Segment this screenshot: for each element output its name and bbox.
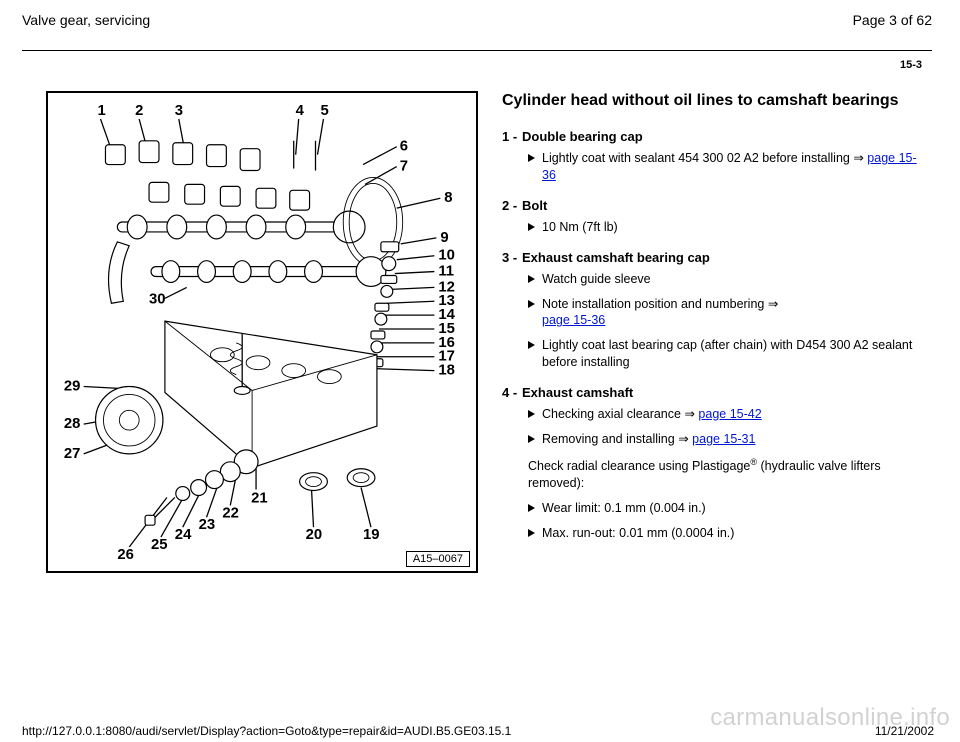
page-link[interactable]: page 15-42	[698, 407, 761, 421]
svg-text:18: 18	[438, 363, 455, 379]
svg-text:26: 26	[117, 547, 134, 563]
item-title: Bolt	[522, 198, 547, 213]
svg-text:5: 5	[320, 103, 328, 119]
bullet: Lightly coat last bearing cap (after cha…	[528, 337, 928, 371]
item-bullets: Checking axial clearance ⇒ page 15-42 Rem…	[502, 406, 928, 541]
divider	[22, 50, 932, 51]
item-bullets: Lightly coat with sealant 454 300 02 A2 …	[502, 150, 928, 184]
item-heading: 2 -Bolt	[502, 198, 928, 213]
svg-text:29: 29	[64, 378, 81, 394]
item-number: 2 -	[502, 198, 522, 213]
svg-text:2: 2	[135, 103, 143, 119]
page-header: Valve gear, servicing Page 3 of 62	[22, 12, 932, 50]
footer-url: http://127.0.0.1:8080/audi/servlet/Displ…	[22, 724, 511, 738]
svg-text:21: 21	[251, 490, 268, 506]
bullet: Wear limit: 0.1 mm (0.004 in.)	[528, 500, 928, 517]
bullet: Removing and installing ⇒ page 15-31	[528, 431, 928, 448]
item-bullets: 10 Nm (7ft lb)	[502, 219, 928, 236]
body: 1 2 3 4 5 6 7 8 9 10 11 12 13 14 15 16 1…	[22, 91, 932, 573]
section-number: 15-3	[22, 59, 932, 91]
svg-text:22: 22	[222, 505, 239, 521]
section-heading: Cylinder head without oil lines to camsh…	[502, 91, 928, 111]
item-number: 3 -	[502, 250, 522, 265]
bullet: Max. run-out: 0.01 mm (0.0004 in.)	[528, 525, 928, 542]
svg-text:11: 11	[438, 264, 454, 280]
item-number: 1 -	[502, 129, 522, 144]
svg-text:27: 27	[64, 446, 81, 462]
item-heading: 4 -Exhaust camshaft	[502, 385, 928, 400]
bullet: Check radial clearance using Plastigage®…	[528, 456, 928, 492]
svg-text:28: 28	[64, 416, 81, 432]
item-bullets: Watch guide sleeve Note installation posi…	[502, 271, 928, 371]
item: 2 -Bolt 10 Nm (7ft lb)	[502, 198, 928, 236]
content-column: Cylinder head without oil lines to camsh…	[502, 91, 932, 573]
svg-text:8: 8	[444, 190, 452, 206]
bullet: Watch guide sleeve	[528, 271, 928, 288]
figure-label: A15–0067	[406, 551, 470, 567]
svg-text:23: 23	[199, 517, 216, 533]
exploded-diagram: 1 2 3 4 5 6 7 8 9 10 11 12 13 14 15 16 1…	[46, 91, 478, 573]
bullet: Checking axial clearance ⇒ page 15-42	[528, 406, 928, 423]
item-heading: 1 -Double bearing cap	[502, 129, 928, 144]
header-pageinfo: Page 3 of 62	[853, 12, 932, 28]
page-link[interactable]: page 15-31	[692, 432, 755, 446]
bullet: 10 Nm (7ft lb)	[528, 219, 928, 236]
footer-date: 11/21/2002	[875, 724, 934, 738]
item-heading: 3 -Exhaust camshaft bearing cap	[502, 250, 928, 265]
page-link[interactable]: page 15-36	[542, 313, 605, 327]
item: 3 -Exhaust camshaft bearing cap Watch gui…	[502, 250, 928, 371]
item-title: Exhaust camshaft	[522, 385, 633, 400]
item-title: Double bearing cap	[522, 129, 643, 144]
bullet: Lightly coat with sealant 454 300 02 A2 …	[528, 150, 928, 184]
header-title: Valve gear, servicing	[22, 12, 150, 28]
svg-text:25: 25	[151, 537, 168, 553]
item-number: 4 -	[502, 385, 522, 400]
svg-text:6: 6	[400, 139, 408, 155]
svg-text:9: 9	[440, 230, 448, 246]
svg-text:24: 24	[175, 527, 192, 543]
svg-text:1: 1	[98, 103, 106, 119]
page: Valve gear, servicing Page 3 of 62 15-3 …	[0, 0, 960, 742]
svg-text:20: 20	[306, 527, 323, 543]
item: 4 -Exhaust camshaft Checking axial cleara…	[502, 385, 928, 541]
svg-text:10: 10	[438, 248, 455, 264]
item-title: Exhaust camshaft bearing cap	[522, 250, 710, 265]
page-footer: http://127.0.0.1:8080/audi/servlet/Displ…	[22, 724, 934, 738]
svg-text:3: 3	[175, 103, 183, 119]
svg-text:19: 19	[363, 527, 380, 543]
diagram-svg: 1 2 3 4 5 6 7 8 9 10 11 12 13 14 15 16 1…	[48, 93, 476, 571]
svg-text:4: 4	[296, 103, 305, 119]
svg-text:7: 7	[400, 159, 408, 175]
bullet: Note installation position and numbering…	[528, 296, 928, 330]
item: 1 -Double bearing cap Lightly coat with s…	[502, 129, 928, 184]
items-list: 1 -Double bearing cap Lightly coat with s…	[502, 129, 928, 541]
